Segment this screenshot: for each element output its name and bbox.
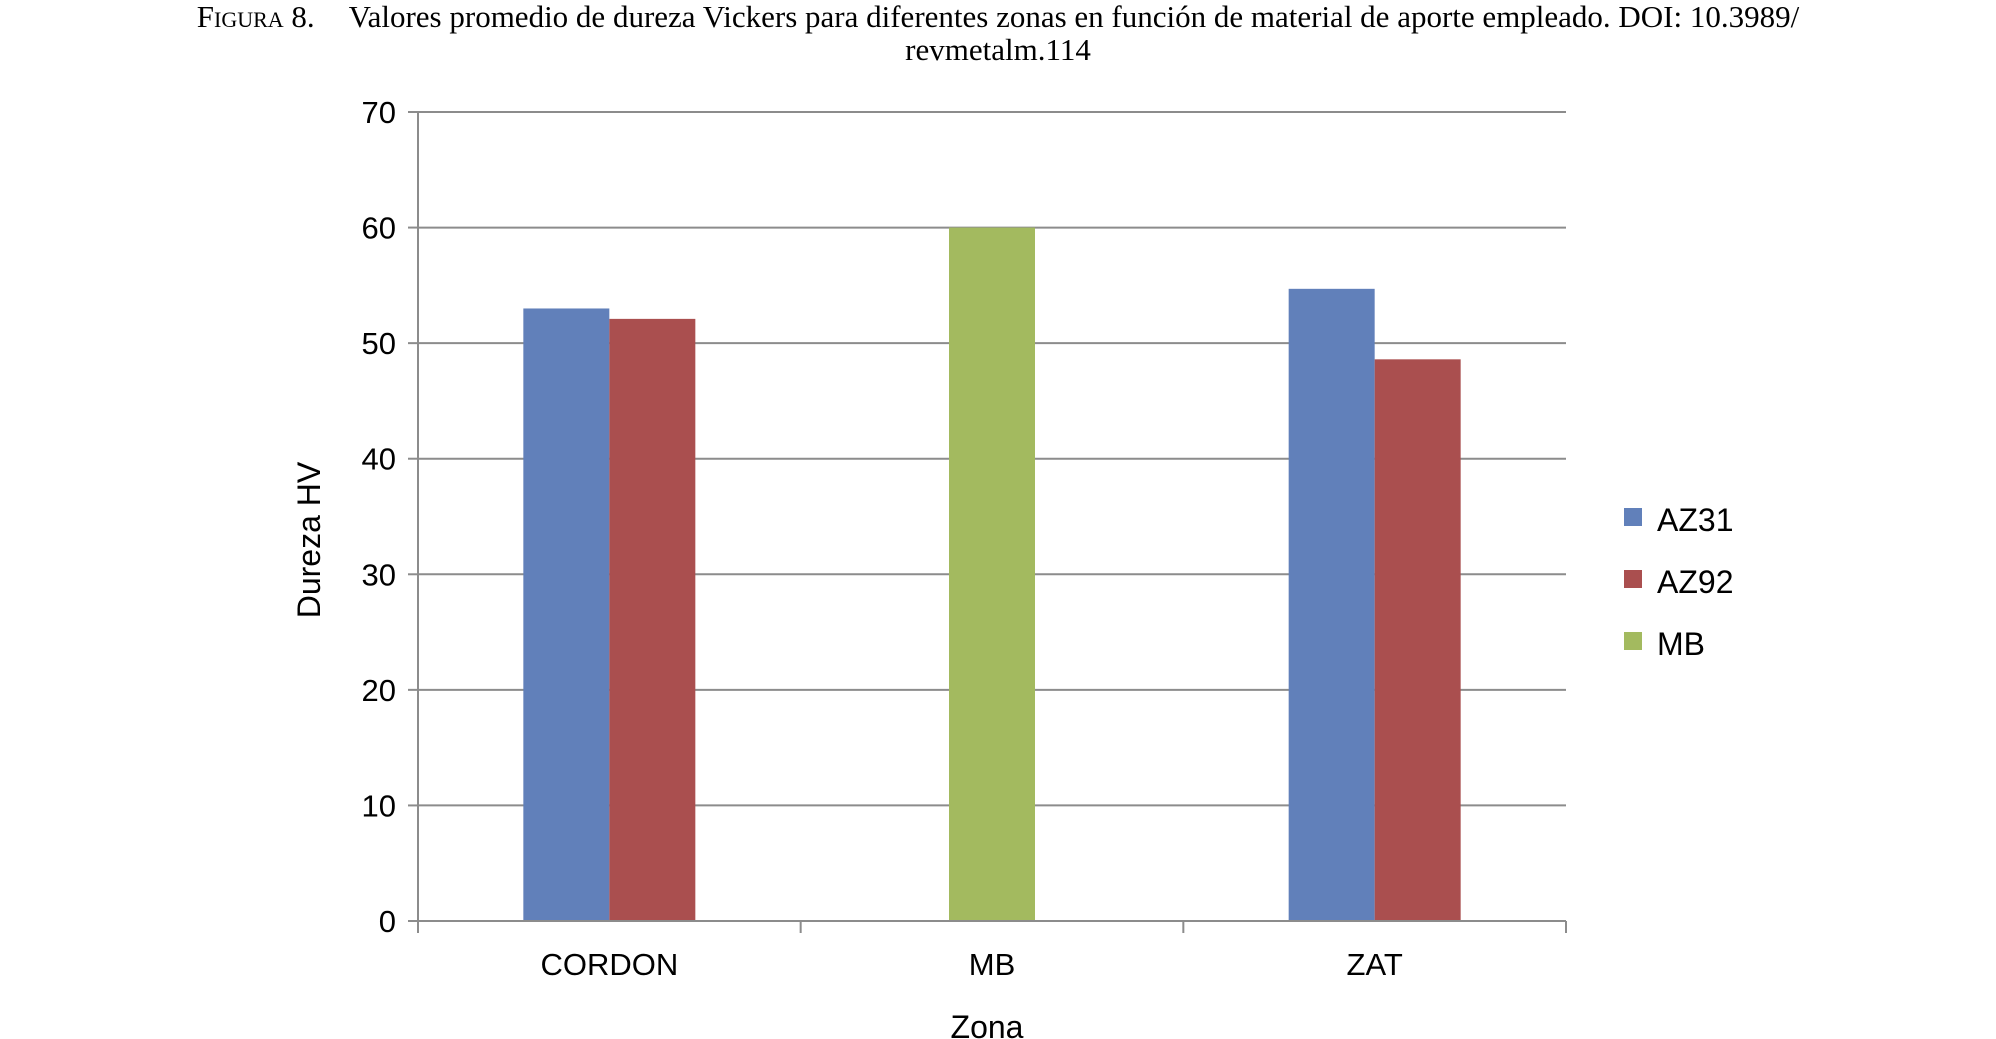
legend-swatch-mb bbox=[1624, 632, 1642, 650]
legend: AZ31 AZ92 MB bbox=[1624, 502, 1733, 662]
y-tick-label: 60 bbox=[362, 211, 396, 246]
y-axis-title: Dureza HV bbox=[291, 461, 327, 618]
caption-text: Valores promedio de dureza Vickers para … bbox=[348, 0, 1800, 34]
y-tick-label: 70 bbox=[362, 95, 396, 130]
bar-az92-cordon bbox=[609, 318, 696, 921]
y-tick-label: 0 bbox=[379, 904, 396, 939]
axes bbox=[408, 111, 1567, 933]
bar-mb-mb bbox=[949, 227, 1035, 922]
bars bbox=[523, 227, 1461, 922]
y-tick-label: 30 bbox=[362, 557, 396, 592]
legend-label-mb: MB bbox=[1657, 626, 1705, 662]
y-tick-label: 20 bbox=[362, 673, 396, 708]
y-tick-label: 40 bbox=[362, 442, 396, 477]
y-tick-label: 50 bbox=[362, 326, 396, 361]
legend-swatch-az31 bbox=[1624, 508, 1642, 526]
bar-az92-zat bbox=[1374, 359, 1461, 921]
caption-line-2: revmetalm.114 bbox=[905, 32, 1091, 67]
x-tick-label: ZAT bbox=[1347, 947, 1403, 982]
caption-label: Figura 8. bbox=[196, 0, 315, 34]
legend-label-az31: AZ31 bbox=[1657, 502, 1733, 538]
caption-line-1: Figura 8. Valores promedio de dureza Vick… bbox=[0, 0, 1996, 33]
x-axis-title: Zona bbox=[951, 1009, 1024, 1039]
y-tick-label: 10 bbox=[362, 788, 396, 823]
bar-az31-cordon bbox=[523, 308, 610, 921]
tick-labels: 0 10 20 30 40 50 60 70 CORDON MB ZAT bbox=[362, 95, 1403, 982]
legend-label-az92: AZ92 bbox=[1657, 564, 1733, 600]
figure-caption: Figura 8. Valores promedio de dureza Vick… bbox=[0, 0, 1996, 66]
bar-az31-zat bbox=[1288, 288, 1375, 921]
x-tick-label: CORDON bbox=[540, 947, 678, 982]
legend-swatch-az92 bbox=[1624, 570, 1642, 588]
x-tick-label: MB bbox=[969, 947, 1016, 982]
